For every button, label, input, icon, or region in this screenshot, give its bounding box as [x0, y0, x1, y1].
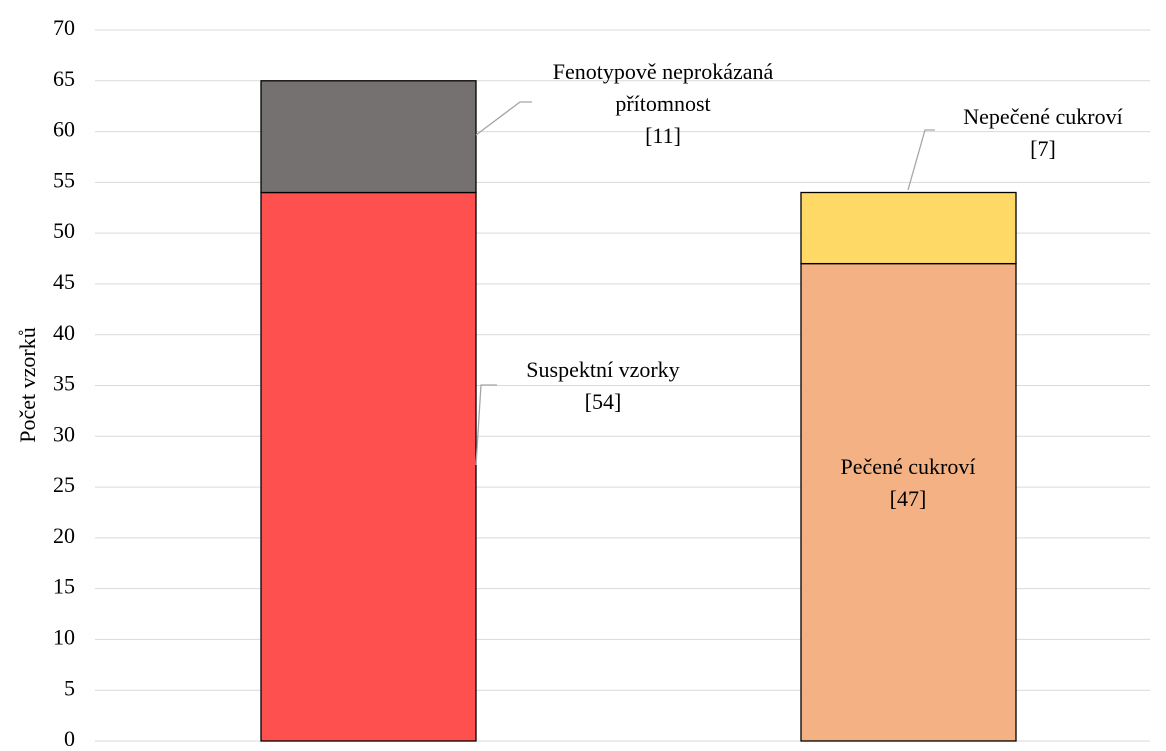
- leader-line: [907, 129, 935, 191]
- data-label: Suspektní vzorky [54]: [493, 354, 713, 418]
- bar-segment: [800, 262, 1017, 742]
- value-label: [47]: [889, 486, 927, 511]
- value-label: [11]: [645, 123, 681, 148]
- y-tick-label: 65: [53, 66, 75, 91]
- y-tick-label: 40: [53, 320, 75, 345]
- value-label: [54]: [584, 389, 622, 414]
- y-tick-label: 30: [53, 421, 75, 446]
- data-label: Nepečené cukroví [7]: [925, 101, 1161, 165]
- y-tick-label: 5: [64, 675, 75, 700]
- y-tick-label: 0: [64, 726, 75, 751]
- y-tick-label: 55: [53, 167, 75, 192]
- bar-segment: [800, 191, 1017, 265]
- segment-name: Pečené cukroví: [840, 454, 976, 479]
- y-tick-label: 10: [53, 624, 75, 649]
- y-axis-title: Počet vzorků: [15, 327, 40, 442]
- leader-line: [475, 101, 532, 136]
- segment-name: Suspektní vzorky: [526, 357, 680, 382]
- y-tick-label: 20: [53, 523, 75, 548]
- value-label: [7]: [1030, 136, 1056, 161]
- y-tick-label: 35: [53, 371, 75, 396]
- data-label: Pečené cukroví [47]: [793, 451, 1023, 515]
- y-tick-label: 15: [53, 574, 75, 599]
- bar-segment: [260, 191, 477, 742]
- y-tick-label: 50: [53, 218, 75, 243]
- y-tick-label: 25: [53, 472, 75, 497]
- bar-segment: [260, 80, 477, 194]
- y-tick-label: 70: [53, 15, 75, 40]
- leader-line: [475, 384, 497, 466]
- data-label: Fenotypově neprokázaná přítomnost [11]: [520, 56, 806, 152]
- segment-name: Nepečené cukroví: [963, 104, 1123, 129]
- y-tick-label: 60: [53, 117, 75, 142]
- y-tick-label: 45: [53, 269, 75, 294]
- segment-name: Fenotypově neprokázaná přítomnost: [552, 59, 774, 116]
